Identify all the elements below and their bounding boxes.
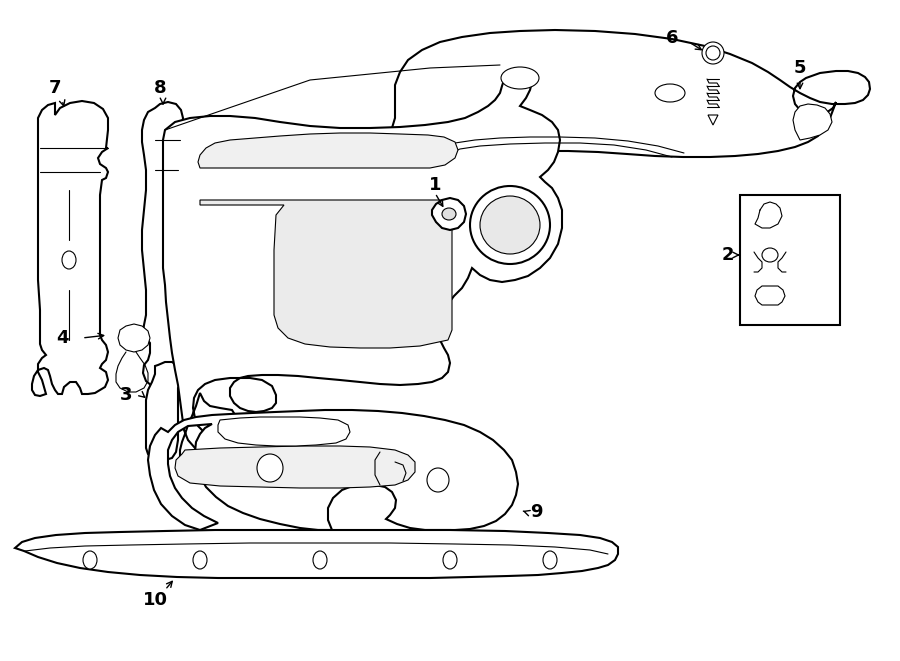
Text: 8: 8: [154, 79, 166, 97]
Ellipse shape: [706, 46, 720, 60]
Text: 1: 1: [428, 176, 441, 194]
Polygon shape: [163, 72, 562, 480]
Text: 2: 2: [722, 246, 734, 264]
Text: 7: 7: [49, 79, 61, 97]
Polygon shape: [146, 362, 182, 460]
Ellipse shape: [257, 454, 283, 482]
Polygon shape: [15, 530, 618, 578]
Text: 3: 3: [120, 386, 132, 404]
Ellipse shape: [313, 551, 327, 569]
Bar: [740, 195, 840, 325]
Polygon shape: [178, 342, 224, 374]
Polygon shape: [198, 133, 458, 168]
Polygon shape: [118, 324, 150, 352]
Ellipse shape: [442, 208, 456, 220]
Polygon shape: [175, 446, 415, 488]
Text: 10: 10: [142, 591, 167, 609]
Polygon shape: [383, 30, 870, 216]
Ellipse shape: [762, 248, 778, 262]
Text: 5: 5: [794, 59, 806, 77]
Polygon shape: [32, 101, 108, 396]
Ellipse shape: [427, 468, 449, 492]
Polygon shape: [218, 417, 350, 446]
Ellipse shape: [83, 551, 97, 569]
Ellipse shape: [501, 67, 539, 89]
Polygon shape: [432, 198, 466, 230]
Text: 6: 6: [666, 29, 679, 47]
Ellipse shape: [543, 551, 557, 569]
Polygon shape: [200, 200, 452, 348]
Ellipse shape: [443, 551, 457, 569]
Polygon shape: [142, 102, 184, 388]
Ellipse shape: [702, 42, 724, 64]
Polygon shape: [148, 410, 518, 530]
Polygon shape: [793, 104, 832, 140]
Text: 9: 9: [530, 503, 542, 521]
Text: 4: 4: [56, 329, 68, 347]
Polygon shape: [708, 115, 718, 125]
Ellipse shape: [193, 551, 207, 569]
Ellipse shape: [470, 186, 550, 264]
Ellipse shape: [480, 196, 540, 254]
Polygon shape: [755, 286, 785, 305]
Ellipse shape: [655, 84, 685, 102]
Ellipse shape: [62, 251, 76, 269]
